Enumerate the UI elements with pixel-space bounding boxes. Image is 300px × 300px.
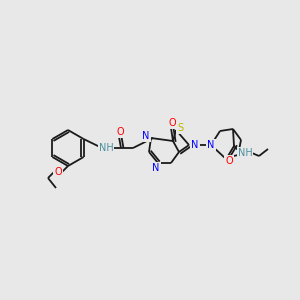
Text: N: N	[142, 131, 150, 141]
Text: O: O	[168, 118, 176, 128]
Text: S: S	[177, 123, 183, 133]
Text: O: O	[116, 127, 124, 137]
Text: O: O	[225, 156, 233, 166]
Text: O: O	[54, 167, 62, 177]
Text: NH: NH	[238, 148, 252, 158]
Text: NH: NH	[99, 143, 113, 153]
Text: N: N	[191, 140, 199, 150]
Text: N: N	[152, 163, 160, 173]
Text: N: N	[207, 140, 215, 150]
